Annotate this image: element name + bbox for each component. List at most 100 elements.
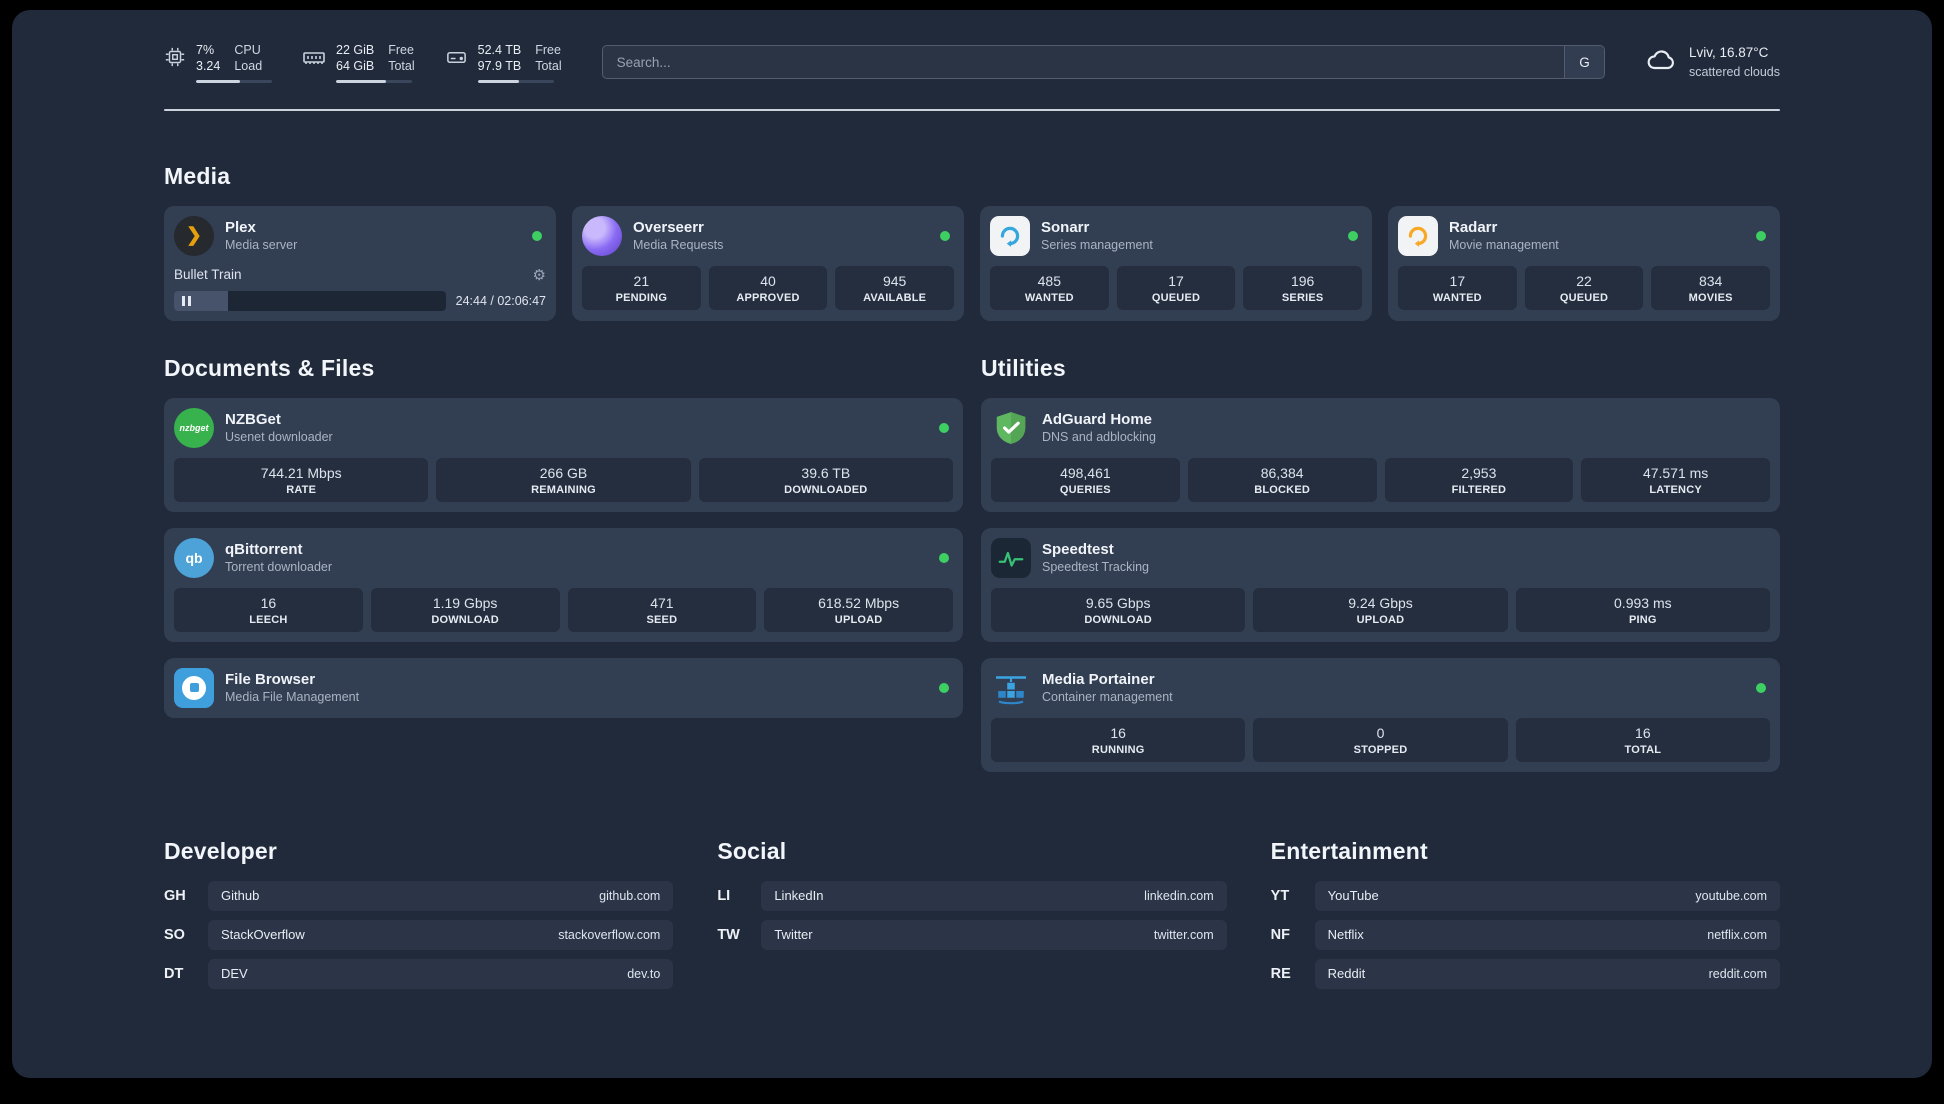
bookmark-url: twitter.com xyxy=(1153,927,1214,942)
stat-label: STOPPED xyxy=(1353,743,1408,756)
cpu-progress-track xyxy=(196,79,272,83)
stat-label: SEED xyxy=(646,613,678,626)
ram-total-label: Total xyxy=(388,59,415,74)
stat-tile: 16 TOTAL xyxy=(1515,717,1770,762)
stat-tile: 744.21 Mbps RATE xyxy=(174,457,429,502)
search-engine-button[interactable]: G xyxy=(1563,46,1604,79)
bookmark-link[interactable]: Reddit reddit.com xyxy=(1314,958,1780,989)
stat-tile: 47.571 ms LATENCY xyxy=(1581,457,1770,502)
developer-title: Developer xyxy=(164,837,278,864)
app-card-radarr[interactable]: Radarr Movie management 17 WANTED 22 QUE… xyxy=(1388,205,1780,321)
ram-icon xyxy=(302,46,326,70)
player-time: 24:44 / 02:06:47 xyxy=(455,293,546,308)
sonarr-icon xyxy=(990,215,1030,256)
stat-tile: 86,384 BLOCKED xyxy=(1187,457,1377,502)
app-card-qbittorrent[interactable]: qb qBittorrent Torrent downloader 16 LEE… xyxy=(164,527,963,642)
app-card-plex[interactable]: ❯ Plex Media server Bullet Train ⚙ xyxy=(164,205,556,321)
overseerr-icon xyxy=(582,215,622,256)
social-title: Social xyxy=(717,837,787,864)
stat-tile: 39.6 TB DOWNLOADED xyxy=(698,457,953,502)
stat-label: QUERIES xyxy=(1059,483,1111,496)
ram-free-value: 22 GiB xyxy=(336,43,375,57)
app-name: Radarr xyxy=(1449,219,1498,236)
bookmark-url: github.com xyxy=(599,888,661,903)
dashboard-content: 7% 3.24 CPU Load xyxy=(12,10,1932,1078)
app-desc: Media File Management xyxy=(225,690,360,704)
bookmark-youtube: YT YouTube youtube.com xyxy=(1271,880,1780,911)
gear-icon[interactable]: ⚙ xyxy=(532,266,546,284)
stat-tile: 0.993 ms PING xyxy=(1515,587,1770,632)
topbar: 7% 3.24 CPU Load xyxy=(164,42,1780,83)
bookmark-name: Reddit xyxy=(1327,966,1366,981)
stat-value: 0.993 ms xyxy=(1614,594,1672,611)
bookmark-link[interactable]: DEV dev.to xyxy=(208,958,674,989)
bookmark-abbr: RE xyxy=(1270,965,1291,982)
bookmark-link[interactable]: Github github.com xyxy=(208,880,674,911)
ram-metric: 22 GiB 64 GiB Free Total xyxy=(302,42,415,83)
stat-value: 47.571 ms xyxy=(1642,464,1709,481)
stat-label: QUEUED xyxy=(1559,291,1609,304)
bookmark-abbr: LI xyxy=(717,887,731,904)
stat-tile: 0 STOPPED xyxy=(1253,717,1508,762)
cpu-metric: 7% 3.24 CPU Load xyxy=(164,42,272,83)
bookmark-url: dev.to xyxy=(627,966,661,981)
stat-label: UPLOAD xyxy=(834,613,883,626)
cpu-progress-fill xyxy=(196,79,241,83)
disk-icon xyxy=(445,46,468,69)
app-name: Overseerr xyxy=(633,219,704,236)
app-name: AdGuard Home xyxy=(1042,411,1153,428)
bookmark-name: DEV xyxy=(221,966,248,981)
app-name: Speedtest xyxy=(1042,541,1114,558)
stat-value: 744.21 Mbps xyxy=(260,464,342,481)
app-card-nzbget[interactable]: nzbget NZBGet Usenet downloader 744.21 M… xyxy=(164,397,963,512)
bookmark-link[interactable]: StackOverflow stackoverflow.com xyxy=(208,919,674,950)
ram-progress-fill xyxy=(336,79,387,83)
stat-tile: 485 WANTED xyxy=(990,265,1109,310)
stat-value: 471 xyxy=(650,594,674,611)
bookmark-name: StackOverflow xyxy=(221,927,305,942)
app-name: Media Portainer xyxy=(1042,671,1155,688)
stat-label: AVAILABLE xyxy=(863,291,927,304)
ram-free-label: Free xyxy=(388,43,414,57)
bookmark-link[interactable]: YouTube youtube.com xyxy=(1314,880,1780,911)
filebrowser-icon xyxy=(174,667,214,708)
stat-value: 9.24 Gbps xyxy=(1348,594,1413,611)
section-media: Media ❯ Plex Media server Bullet Train xyxy=(164,163,1780,321)
stat-label: WANTED xyxy=(1024,291,1074,304)
bookmark-link[interactable]: LinkedIn linkedin.com xyxy=(761,880,1227,911)
app-card-portainer[interactable]: Media Portainer Container management 16 … xyxy=(981,657,1780,772)
disk-total-value: 97.9 TB xyxy=(477,59,522,74)
stat-label: RUNNING xyxy=(1091,743,1145,756)
stat-tile: 17 QUEUED xyxy=(1116,265,1236,310)
player-progress-bar[interactable] xyxy=(174,290,446,311)
stat-value: 17 xyxy=(1168,272,1184,289)
status-dot xyxy=(940,230,950,241)
app-card-overseerr[interactable]: Overseerr Media Requests 21 PENDING 40 A… xyxy=(572,205,964,321)
bookmark-link[interactable]: Netflix netflix.com xyxy=(1314,919,1780,950)
bookmark-link[interactable]: Twitter twitter.com xyxy=(761,919,1227,950)
bookmark-name: Netflix xyxy=(1327,927,1364,942)
cpu-usage-value: 7% xyxy=(196,43,215,57)
stat-tile: 16 LEECH xyxy=(174,587,363,632)
app-name: NZBGet xyxy=(225,411,281,428)
app-card-adguard[interactable]: AdGuard Home DNS and adblocking 498,461 … xyxy=(981,397,1780,512)
stat-tile: 618.52 Mbps UPLOAD xyxy=(764,587,953,632)
section-social: Social LI LinkedIn linkedin.com TW Twitt… xyxy=(717,837,1227,989)
stat-tile: 9.65 Gbps DOWNLOAD xyxy=(991,587,1246,632)
bookmark-netflix: NF Netflix netflix.com xyxy=(1271,919,1780,950)
bookmarks-area: Developer GH Github github.com SO StackO… xyxy=(164,838,1780,989)
stat-value: 0 xyxy=(1376,724,1385,741)
section-developer: Developer GH Github github.com SO StackO… xyxy=(164,837,674,989)
stat-label: DOWNLOADED xyxy=(784,483,868,496)
bookmark-url: stackoverflow.com xyxy=(558,927,661,942)
app-card-speedtest[interactable]: Speedtest Speedtest Tracking 9.65 Gbps D… xyxy=(981,527,1780,642)
app-card-filebrowser[interactable]: File Browser Media File Management xyxy=(164,657,963,718)
app-card-sonarr[interactable]: Sonarr Series management 485 WANTED 17 Q… xyxy=(980,205,1372,321)
filebrowser-icon-inner xyxy=(182,675,206,700)
stat-label: DOWNLOAD xyxy=(1084,613,1152,626)
bookmark-abbr: SO xyxy=(164,926,185,943)
stat-value: 1.19 Gbps xyxy=(432,594,498,611)
search-input[interactable] xyxy=(601,45,1605,80)
cloud-icon xyxy=(1645,44,1677,81)
pause-icon[interactable] xyxy=(182,295,191,306)
